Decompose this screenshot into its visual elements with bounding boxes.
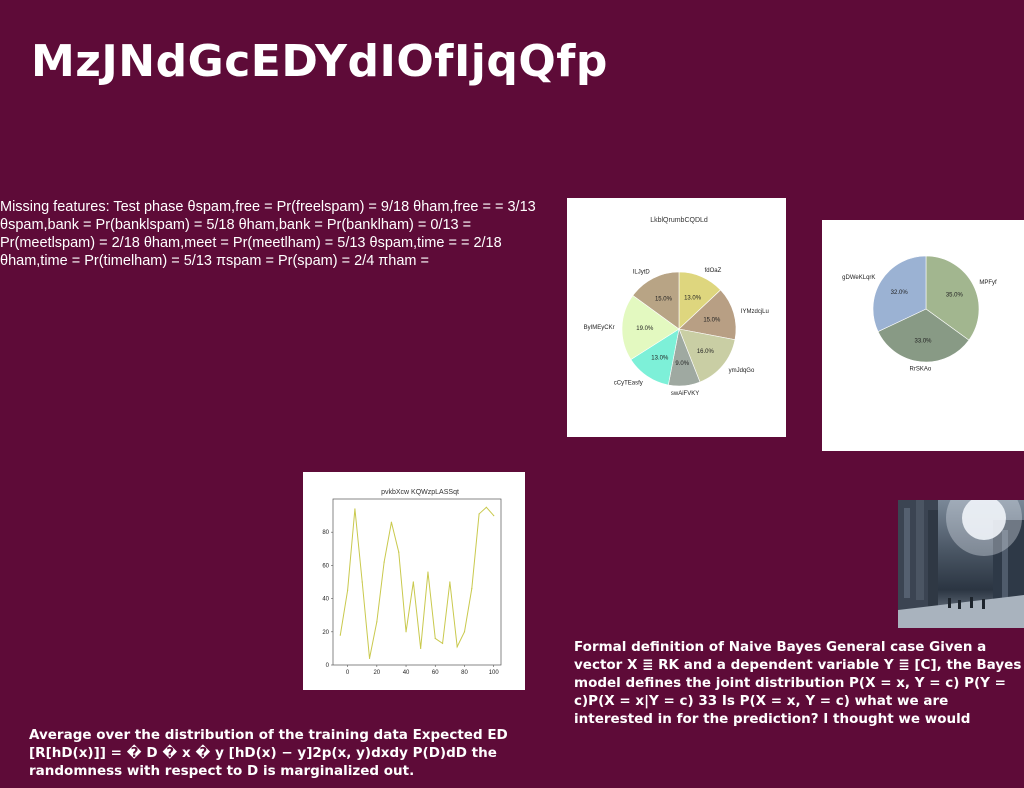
- line-point-7: [390, 521, 393, 523]
- line-point-0: [339, 634, 341, 636]
- slide-title: MzJNdGcEDYdIOfIjqQfp: [31, 36, 608, 87]
- pie1-pct-label-5: 19.0%: [636, 326, 654, 332]
- pie-chart-1-title: LkblQrumbCQDLd: [650, 217, 708, 224]
- city-street-photo-art: [898, 500, 1024, 628]
- line-point-8: [398, 551, 400, 553]
- y-tick-label-4: 80: [322, 530, 329, 536]
- line-point-17: [463, 631, 466, 633]
- pie1-name-label-4: cCyTEasfy: [614, 380, 643, 386]
- line-chart-frame: [332, 498, 502, 666]
- pie-chart-1: LkblQrumbCQDLd 13.0% fdOaZ 15.0% IYMzdcjLu 1…: [584, 217, 769, 397]
- line-point-19: [478, 513, 480, 515]
- pie-chart-1-card: LkblQrumbCQDLd 13.0% fdOaZ 15.0% IYMzdcjLu 1…: [567, 198, 786, 437]
- pie1-name-label-0: fdOaZ: [705, 268, 722, 274]
- pie2-name-label-2: gDWeKLqrK: [842, 275, 875, 281]
- pie1-slice-5: [621, 295, 680, 360]
- line-point-21: [493, 515, 495, 517]
- x-tick-label-4: 80: [461, 670, 468, 676]
- line-point-2: [354, 508, 356, 510]
- x-tick-label-0: 0: [346, 670, 350, 676]
- line-point-12: [427, 571, 429, 573]
- pie1-slice-2: [678, 328, 736, 383]
- line-chart-title: pvkbXcw KQWzpLASSqt: [381, 489, 459, 496]
- pie-chart-2-card: 35.0% MPFyf 33.0% RrSKAo 32.0% gDWeKLqrK: [822, 220, 1024, 451]
- pie1-slice-6: [632, 271, 680, 330]
- pie2-pct-label-1: 33.0%: [914, 339, 932, 345]
- line-point-6: [383, 561, 385, 563]
- city-street-photo: [898, 500, 1024, 628]
- line-point-4: [368, 657, 371, 659]
- line-point-16: [456, 646, 458, 648]
- line-point-3: [361, 581, 363, 583]
- line-point-9: [405, 631, 407, 633]
- pie2-slice-0: [925, 255, 980, 341]
- pie1-pct-label-6: 15.0%: [655, 297, 673, 303]
- pie2-pct-label-2: 32.0%: [891, 290, 909, 296]
- x-tick-label-5: 100: [489, 670, 500, 676]
- line-point-5: [376, 621, 378, 623]
- y-tick-label-1: 20: [322, 630, 329, 636]
- y-tick-label-3: 60: [322, 563, 329, 569]
- line-point-13: [434, 637, 436, 640]
- x-tick-label-3: 60: [432, 670, 439, 676]
- pie1-slice-1: [678, 289, 737, 341]
- pie1-name-label-5: ByIMEyCKr: [584, 325, 615, 331]
- pie1-name-label-3: swAiFVKY: [671, 391, 699, 397]
- pie1-name-label-6: ILJytD: [633, 270, 651, 276]
- line-point-14: [441, 642, 444, 645]
- line-point-18: [471, 588, 473, 590]
- x-tick-label-2: 40: [403, 670, 410, 676]
- pie1-pct-label-4: 13.0%: [651, 355, 669, 361]
- naive-bayes-definition-text: Formal definition of Naive Bayes General…: [574, 639, 1022, 727]
- x-tick-label-1: 20: [373, 670, 380, 676]
- pie2-slice-2: [872, 255, 927, 332]
- expected-risk-text: Average over the distribution of the tra…: [29, 727, 508, 779]
- pie1-name-label-1: IYMzdcjLu: [741, 309, 769, 315]
- y-tick-label-2: 40: [322, 597, 329, 603]
- pie1-pct-label-1: 15.0%: [703, 317, 721, 323]
- pie2-name-label-1: RrSKAo: [910, 367, 932, 373]
- pie2-pct-label-0: 35.0%: [946, 293, 964, 299]
- line-point-20: [485, 506, 487, 508]
- pie-chart-2: 35.0% MPFyf 33.0% RrSKAo 32.0% gDWeKLqrK: [842, 255, 997, 373]
- pie1-pct-label-2: 16.0%: [697, 349, 715, 355]
- line-point-10: [412, 581, 414, 583]
- pie2-name-label-0: MPFyf: [979, 280, 997, 286]
- missing-features-text: Missing features: Test phase θspam,free …: [0, 199, 536, 269]
- pie1-name-label-2: ymJdqGo: [729, 368, 755, 374]
- line-chart: pvkbXcw KQWzpLASSqt 0 20 40 60 80 100 0 20 40 60 8…: [322, 489, 502, 676]
- pie1-pct-label-0: 13.0%: [684, 296, 702, 302]
- y-tick-label-0: 0: [326, 663, 330, 669]
- line-series: [339, 506, 495, 659]
- line-point-11: [420, 647, 422, 649]
- line-point-15: [449, 581, 451, 583]
- line-point-1: [347, 589, 349, 591]
- pie1-pct-label-3: 9.0%: [675, 361, 689, 367]
- line-chart-card: pvkbXcw KQWzpLASSqt 0 20 40 60 80 100 0 20 40 60 8…: [303, 472, 525, 690]
- pie2-slice-1: [877, 308, 970, 363]
